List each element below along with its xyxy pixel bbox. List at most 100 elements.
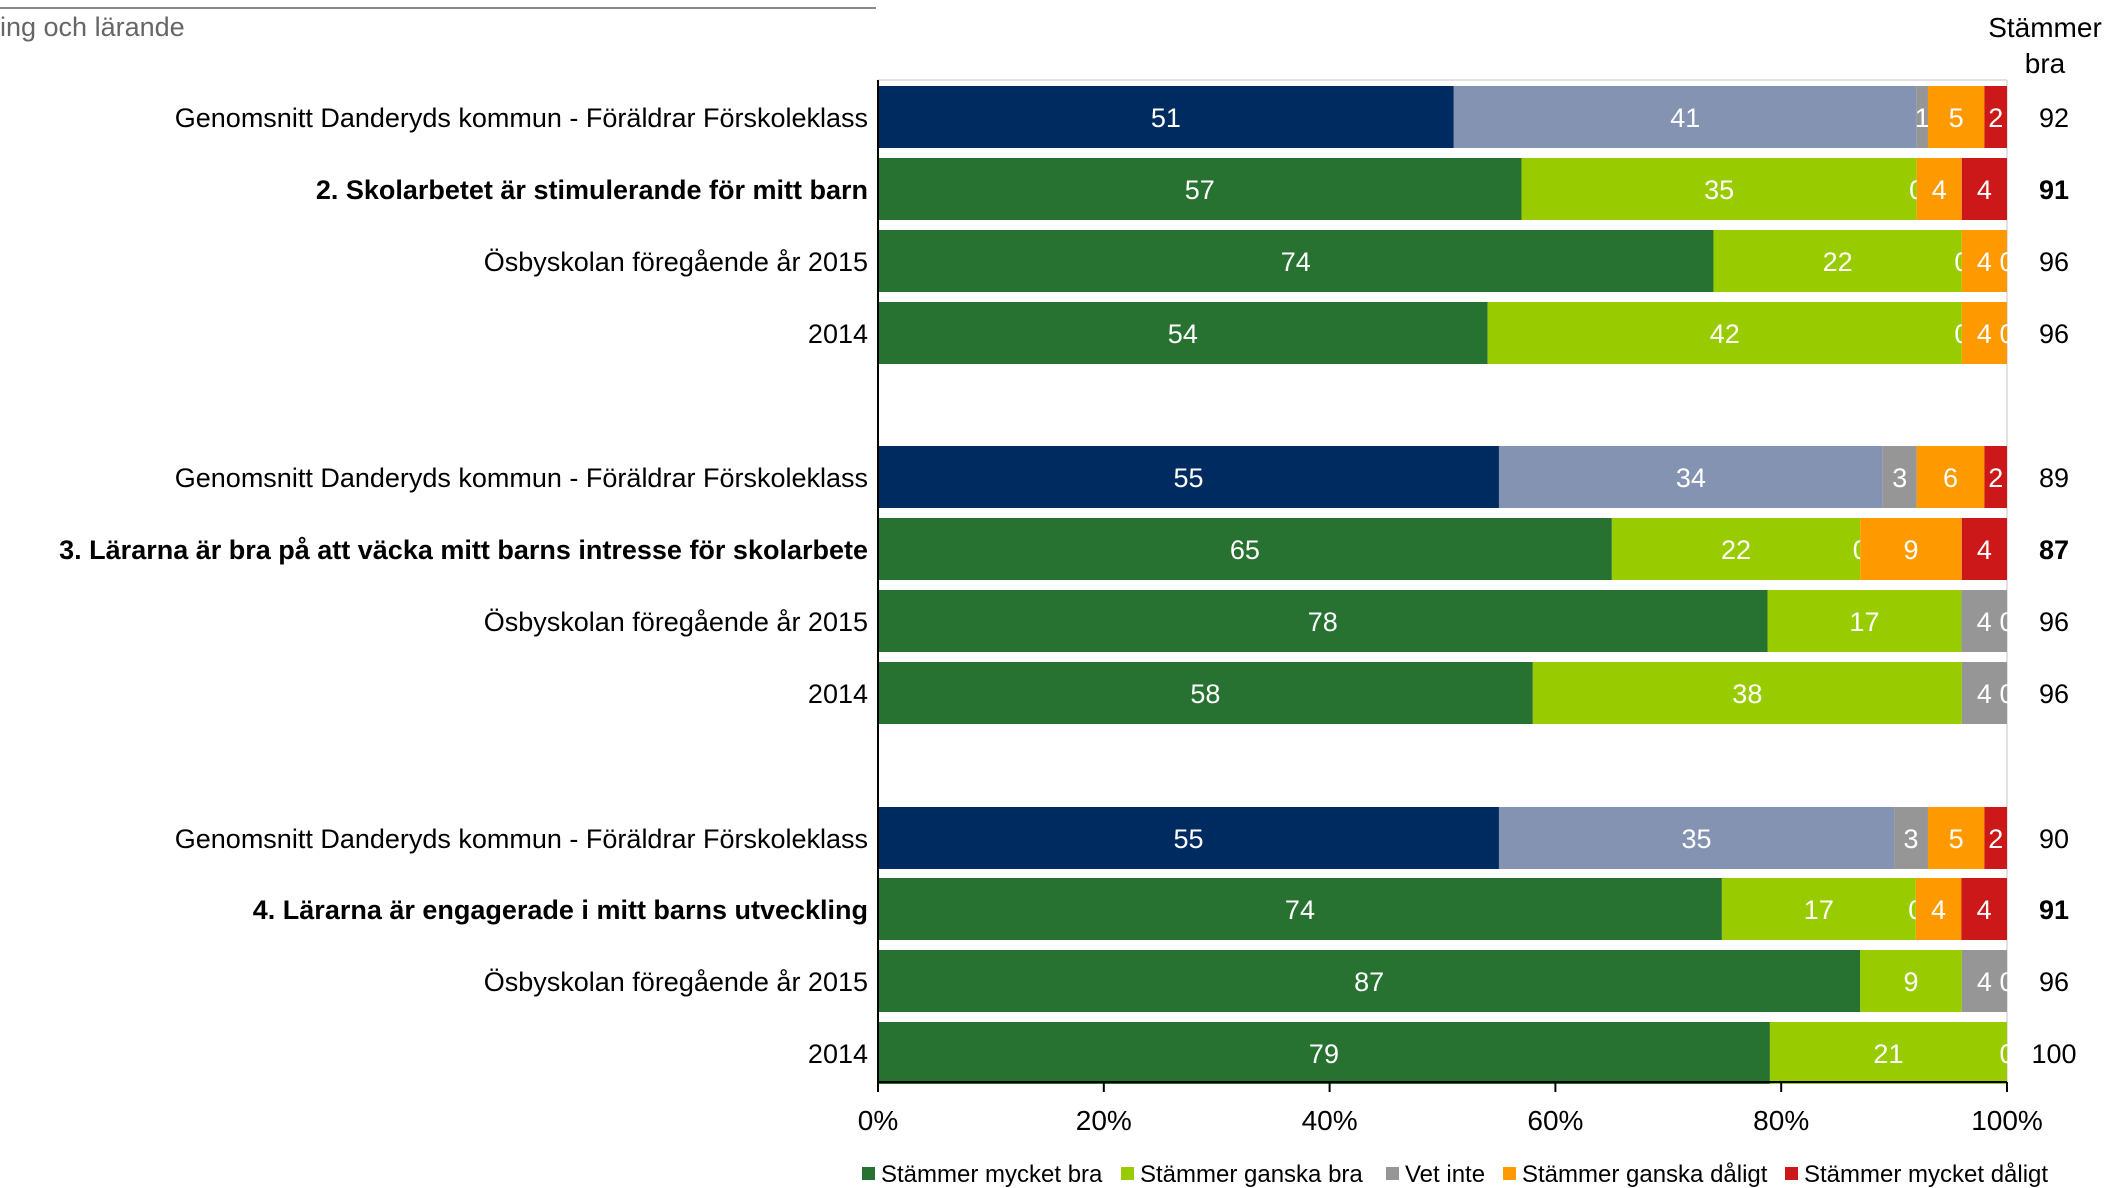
data-label-r3-s4: 0 (1999, 319, 2014, 349)
category-label-11: 2014 (808, 1039, 868, 1069)
section-title: ing och lärande (0, 12, 185, 42)
data-label-r0-s0: 51 (1151, 103, 1181, 133)
data-label-r4-s4: 2 (1988, 463, 2003, 493)
bar-segment-r4-s1 (1498, 446, 1883, 508)
bar-segment-r0-s3 (1927, 86, 1985, 148)
bar-segment-r3-s3 (1961, 302, 2007, 364)
bar-segment-r0-s1 (1453, 86, 1917, 148)
legend-swatch-2 (1386, 1167, 1399, 1180)
bar-segment-r1-s3 (1916, 158, 1962, 220)
x-tick-label-1: 20% (1076, 1105, 1132, 1136)
data-label-r6-s1: 17 (1849, 607, 1879, 637)
bar-segment-r6-s0 (878, 590, 1768, 652)
data-label-r1-s4: 4 (1977, 175, 1992, 205)
data-label-r5-s3: 9 (1904, 535, 1919, 565)
data-label-r8-s1: 35 (1682, 824, 1712, 854)
bar-segment-r0-s0 (878, 86, 1454, 148)
data-label-r4-s1: 34 (1676, 463, 1706, 493)
bar-segment-r8-s3 (1927, 807, 1985, 869)
bar-segment-r11-s1 (1769, 1022, 2007, 1084)
bar-segment-r5-s4 (1961, 518, 2007, 580)
legend-label-2: Vet inte (1405, 1161, 1485, 1188)
data-label-r7-s2: 4 (1977, 679, 1992, 709)
column-header-line2: bra (2024, 48, 2066, 79)
category-label-9: 4. Lärarna är engagerade i mitt barns ut… (253, 895, 868, 925)
data-label-r2-s0: 74 (1281, 247, 1311, 277)
bar-segment-r2-s0 (878, 230, 1714, 292)
data-label-r2-s1: 22 (1823, 247, 1853, 277)
bar-segment-r9-s0 (878, 878, 1722, 940)
data-label-r8-s2: 3 (1904, 824, 1919, 854)
title-divider (0, 7, 876, 9)
data-label-r1-s1: 35 (1704, 175, 1734, 205)
data-label-r6-s2: 4 (1977, 607, 1992, 637)
legend-swatch-0 (862, 1167, 875, 1180)
bar-segment-r2-s3 (1961, 230, 2007, 292)
data-label-r10-s1: 9 (1904, 967, 1919, 997)
data-label-r7-s1: 38 (1732, 679, 1762, 709)
x-tick-label-2: 40% (1302, 1105, 1358, 1136)
data-label-r5-s0: 65 (1230, 535, 1260, 565)
data-label-r3-s0: 54 (1168, 319, 1198, 349)
data-label-r10-s0: 87 (1354, 967, 1384, 997)
data-label-r10-s3: 0 (1999, 967, 2014, 997)
category-label-10: Ösbyskolan föregående år 2015 (484, 967, 868, 997)
total-value-10: 96 (2039, 967, 2069, 997)
bar-segment-r8-s1 (1498, 807, 1895, 869)
x-tick-label-4: 80% (1753, 1105, 1809, 1136)
data-label-r3-s1: 42 (1710, 319, 1740, 349)
legend-label-4: Stämmer mycket dåligt (1804, 1161, 2048, 1188)
data-label-r6-s3: 0 (1999, 607, 2014, 637)
bar-segment-r8-s4 (1984, 807, 2007, 869)
data-label-r5-s1: 22 (1721, 535, 1751, 565)
total-value-8: 90 (2039, 824, 2069, 854)
bar-segment-r1-s4 (1961, 158, 2007, 220)
category-label-5: 3. Lärarna är bra på att väcka mitt barn… (59, 535, 868, 565)
total-value-0: 92 (2039, 103, 2069, 133)
bar-segment-r2-s1 (1713, 230, 1962, 292)
bar-segment-r7-s2 (1961, 662, 2007, 724)
category-label-3: 2014 (808, 319, 868, 349)
data-label-r1-s3: 4 (1932, 175, 1947, 205)
bar-segment-r8-s2 (1894, 807, 1928, 869)
data-label-r8-s4: 2 (1988, 824, 2003, 854)
total-value-11: 100 (2031, 1039, 2076, 1069)
bar-segment-r6-s2 (1961, 590, 2007, 652)
legend-label-0: Stämmer mycket bra (881, 1161, 1103, 1188)
data-label-r0-s1: 41 (1670, 103, 1700, 133)
bar-segment-r1-s1 (1521, 158, 1917, 220)
data-label-r7-s0: 58 (1190, 679, 1220, 709)
bar-segment-r4-s3 (1916, 446, 1985, 508)
legend-swatch-3 (1503, 1167, 1516, 1180)
data-label-r4-s2: 3 (1892, 463, 1907, 493)
category-label-0: Genomsnitt Danderyds kommun - Föräldrar … (175, 103, 868, 133)
bar-segment-r8-s0 (878, 807, 1499, 869)
total-value-4: 89 (2039, 463, 2069, 493)
total-value-3: 96 (2039, 319, 2069, 349)
total-value-5: 87 (2039, 535, 2069, 565)
data-label-r0-s3: 5 (1949, 103, 1964, 133)
bar-segment-r3-s1 (1487, 302, 1962, 364)
category-label-1: 2. Skolarbetet är stimulerande för mitt … (316, 175, 868, 205)
total-value-2: 96 (2039, 247, 2069, 277)
data-label-r2-s4: 0 (1999, 247, 2014, 277)
bar-segment-r3-s0 (878, 302, 1488, 364)
data-label-r10-s2: 4 (1977, 967, 1992, 997)
data-label-r0-s2: 1 (1915, 103, 1930, 133)
stammer-bra-column-header: Stämmer bra (1965, 10, 2116, 82)
bar-segment-r10-s2 (1961, 950, 2007, 1012)
bar-segment-r10-s1 (1860, 950, 1962, 1012)
data-label-r0-s4: 2 (1988, 103, 2003, 133)
bar-segment-r5-s1 (1611, 518, 1861, 580)
bar-segment-r7-s0 (878, 662, 1533, 724)
total-value-1: 91 (2039, 175, 2069, 205)
legend-swatch-1 (1121, 1167, 1134, 1180)
bar-segment-r5-s3 (1860, 518, 1962, 580)
data-label-r4-s0: 55 (1173, 463, 1203, 493)
bar-segment-r5-s0 (878, 518, 1612, 580)
category-label-8: Genomsnitt Danderyds kommun - Föräldrar … (175, 824, 868, 854)
data-label-r8-s3: 5 (1949, 824, 1964, 854)
data-label-r9-s1: 17 (1804, 895, 1834, 925)
category-label-6: Ösbyskolan föregående år 2015 (484, 607, 868, 637)
